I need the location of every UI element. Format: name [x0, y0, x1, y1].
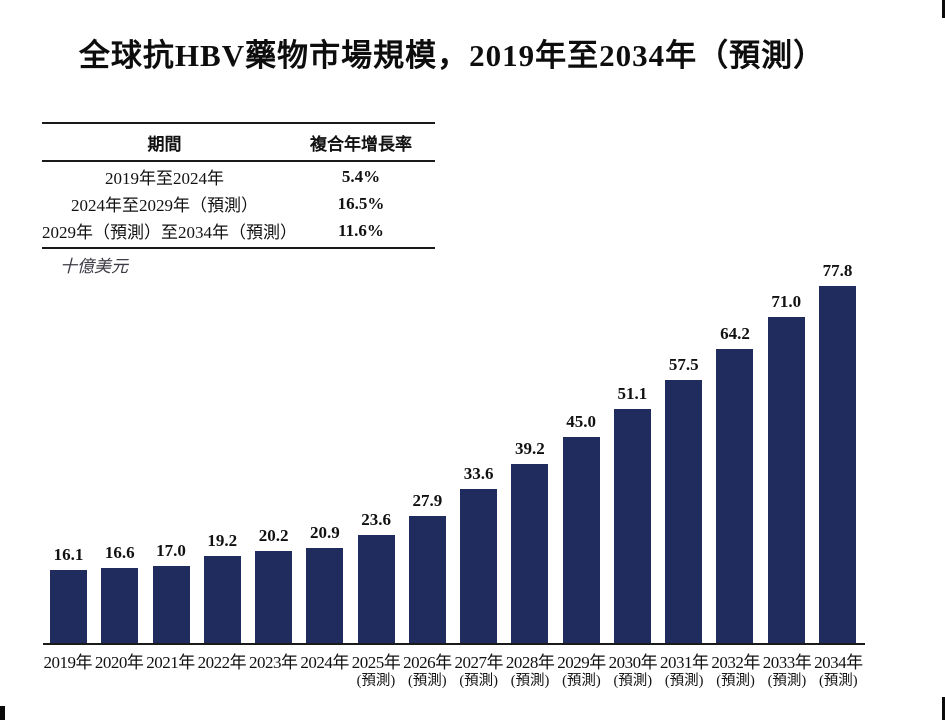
cagr-table-row: 2019年至2024年 5.4%: [42, 163, 435, 190]
cagr-table-body: 2019年至2024年 5.4% 2024年至2029年（預測） 16.5% 2029年…: [42, 162, 435, 247]
x-axis-year-label: 2031年: [659, 653, 709, 672]
cagr-value-cell: 11.6%: [338, 220, 384, 240]
scan-artifact: [0, 706, 5, 720]
x-axis-year-label: 2026年: [403, 653, 452, 672]
chart-title: 全球抗HBV藥物市場規模，2019年至2034年（預測）: [78, 38, 826, 73]
x-axis-forecast-label: (預測): [562, 673, 601, 689]
x-axis-year-label: 2025年: [351, 653, 401, 672]
bar-value-label: 51.1: [617, 383, 648, 403]
x-axis-year-labels: 2019年 2020年 2021年 2022年 2023年 2024年 2025年 2026年…: [42, 648, 864, 673]
bar-value-label: 64.2: [720, 323, 750, 343]
x-axis-year-label: 2022年: [197, 653, 247, 672]
x-axis-year-label: 2020年: [94, 653, 144, 672]
bar-value-label: 23.6: [361, 510, 391, 530]
x-axis-forecast-label: (預測): [459, 673, 499, 689]
bar-series: 16.1 16.6 17.0 19.2 20.2 20.9 23.6 27.9 33.6 39.2…: [50, 261, 856, 644]
bar: 19.2: [203, 531, 241, 644]
bar-value-label: 33.6: [463, 464, 494, 484]
bar-value-label: 57.5: [668, 354, 699, 374]
x-axis-forecast-label: (預測): [818, 673, 858, 689]
bar: 17.0: [152, 541, 190, 644]
bar: 20.9: [306, 523, 344, 644]
x-axis-forecast-label: [93, 669, 144, 690]
bar-value-label: 19.2: [207, 530, 238, 550]
bar: 71.0: [767, 292, 805, 644]
cagr-period-cell: 2029年（預測）至2034年（預測）: [42, 223, 297, 242]
bar: 39.2: [511, 439, 549, 644]
x-axis-forecast-label: (預測): [356, 673, 396, 689]
x-axis-forecast-label: (預測): [716, 673, 755, 689]
bar-value-label: 20.2: [258, 526, 289, 546]
bar-value-label: 71.0: [771, 292, 802, 312]
cagr-period-cell: 2019年至2024年: [105, 169, 224, 188]
bar-value-label: 39.2: [515, 438, 545, 458]
bar-value-label: 45.0: [566, 412, 597, 431]
bar-value-label: 16.1: [53, 544, 84, 564]
x-axis-forecast-label: [42, 669, 93, 690]
cagr-table: 期間 複合年增長率 2019年至2024年 5.4% 2024年至2029年（預測）…: [42, 122, 435, 249]
bar-value-label: 77.8: [822, 261, 853, 281]
bar: 20.2: [255, 526, 293, 644]
cagr-table-row: 2024年至2029年（預測） 16.5%: [42, 190, 435, 217]
bar: 16.1: [50, 545, 87, 644]
bar-value-label: 27.9: [412, 490, 443, 510]
cagr-table-header-row: 期間 複合年增長率: [42, 124, 435, 162]
x-axis-year-label: 2030年: [608, 653, 658, 672]
x-axis-year-label: 2021年: [146, 653, 195, 672]
cagr-period-cell: 2024年至2029年（預測）: [71, 196, 258, 215]
bar-value-label: 16.6: [104, 542, 135, 562]
x-axis-year-label: 2027年: [454, 653, 503, 672]
cagr-value-cell: 16.5%: [337, 193, 385, 213]
cagr-table-header-cagr: 複合年增長率: [310, 134, 412, 154]
x-axis-forecast-label: (預測): [407, 673, 447, 689]
bar: 77.8: [818, 261, 856, 644]
cagr-value-cell: 5.4%: [341, 166, 381, 186]
x-axis-forecast-label: (預測): [664, 673, 704, 689]
x-axis-forecast-label: (預測): [767, 673, 807, 689]
x-axis-year-label: 2024年: [300, 653, 349, 672]
x-axis-forecast-label: [196, 669, 247, 690]
x-axis-year-label: 2028年: [505, 653, 555, 672]
bar: 16.6: [101, 543, 139, 644]
bar-value-label: 20.9: [309, 522, 340, 542]
x-axis-year-label: 2033年: [762, 653, 812, 672]
x-axis-forecast-label: [299, 669, 350, 690]
cagr-table-row: 2029年（預測）至2034年（預測） 11.6%: [42, 217, 435, 244]
bar: 57.5: [665, 355, 703, 644]
scan-artifact: [942, 697, 945, 720]
bar-value-label: 17.0: [156, 540, 186, 560]
bar: 23.6: [357, 510, 395, 644]
x-axis-forecast-label: (預測): [510, 673, 550, 689]
x-axis-forecast-label: [145, 669, 196, 690]
bar: 51.1: [613, 384, 651, 644]
y-axis-unit-label: 十億美元: [60, 257, 128, 276]
x-axis-year-label: 2029年: [557, 653, 606, 672]
bar: 64.2: [716, 324, 754, 644]
cagr-table-header-period: 期間: [147, 134, 182, 154]
bar: 33.6: [460, 464, 498, 644]
x-axis-year-label: 2019年: [43, 653, 92, 672]
scan-artifact: [942, 0, 945, 18]
x-axis-forecast-label: (預測): [613, 673, 653, 689]
x-axis-year-label: 2032年: [711, 653, 760, 672]
x-axis-year-label: 2034年: [814, 653, 863, 672]
bar: 27.9: [408, 491, 446, 644]
x-axis-year-label: 2023年: [248, 653, 298, 672]
x-axis-forecast-label: [248, 669, 299, 690]
x-axis-line: [43, 643, 865, 645]
x-axis-forecast-labels: (預測) (預測) (預測) (預測) (預測) (預測) (預測) (預測) (預測) (預測): [42, 669, 864, 690]
bar: 45.0: [562, 412, 600, 644]
